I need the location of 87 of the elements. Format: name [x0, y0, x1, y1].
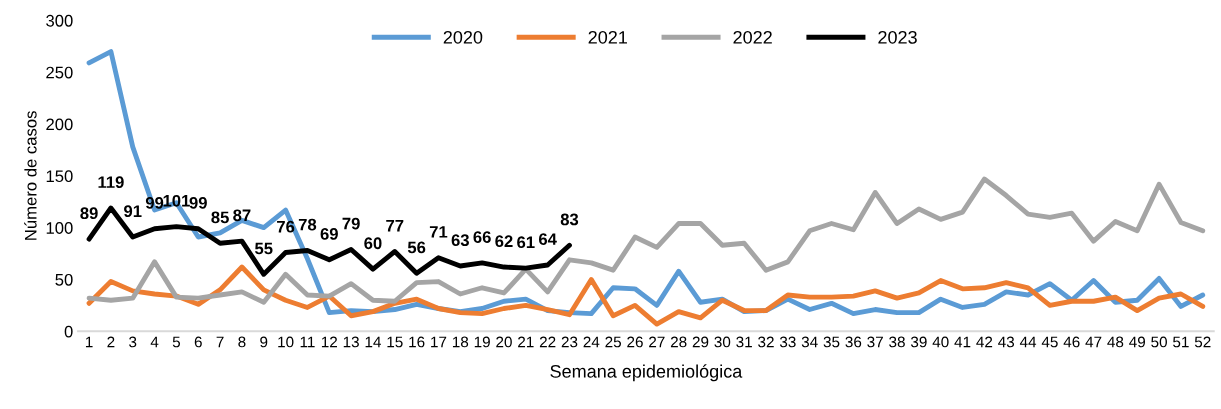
x-tick-label: 10 — [278, 336, 294, 348]
x-tick-label: 36 — [845, 336, 862, 348]
x-tick-label: 42 — [976, 336, 993, 348]
x-tick-label: 17 — [431, 336, 447, 348]
x-tick-label: 1 — [85, 336, 93, 348]
data-label: 99 — [189, 196, 207, 209]
x-tick-label: 13 — [343, 336, 359, 348]
x-tick-label: 4 — [150, 336, 159, 348]
data-label: 101 — [163, 194, 190, 207]
x-tick-label: 50 — [1151, 336, 1167, 348]
x-tick-label: 18 — [452, 336, 469, 348]
x-tick-label: 26 — [627, 336, 643, 348]
x-tick-label: 39 — [910, 336, 927, 348]
x-tick-label: 33 — [779, 336, 796, 348]
legend-label: 2023 — [878, 30, 917, 44]
data-label: 61 — [517, 236, 535, 249]
x-tick-label: 2 — [107, 336, 115, 348]
x-tick-label: 49 — [1129, 336, 1146, 348]
data-label: 77 — [386, 219, 404, 232]
data-label: 64 — [538, 233, 557, 246]
x-tick-label: 19 — [474, 336, 490, 348]
data-label: 83 — [560, 213, 579, 226]
data-label: 71 — [429, 226, 448, 238]
x-tick-label: 31 — [736, 336, 752, 348]
data-label: 91 — [124, 205, 142, 218]
x-tick-label: 48 — [1107, 336, 1124, 348]
x-tick-label: 14 — [365, 336, 381, 348]
legend-label: 2022 — [733, 30, 772, 44]
x-tick-label: 41 — [954, 336, 971, 348]
legend-label: 2021 — [588, 30, 627, 44]
x-tick-label: 16 — [409, 336, 425, 348]
data-label: 56 — [407, 241, 426, 254]
data-label: 87 — [233, 209, 251, 222]
x-tick-label: 51 — [1173, 336, 1189, 348]
x-tick-label: 8 — [238, 336, 246, 348]
x-tick-label: 12 — [321, 336, 337, 348]
y-axis-title: Número de casos — [24, 111, 37, 240]
x-tick-label: 46 — [1063, 336, 1080, 348]
x-tick-label: 3 — [129, 336, 137, 348]
y-tick-label: 100 — [46, 222, 73, 234]
x-tick-label: 9 — [260, 336, 268, 348]
x-tick-label: 40 — [932, 336, 949, 348]
x-tick-label: 15 — [387, 336, 403, 348]
x-tick-label: 22 — [539, 336, 556, 348]
x-tick-label: 6 — [194, 336, 202, 348]
x-tick-label: 45 — [1041, 336, 1058, 348]
x-tick-label: 38 — [889, 336, 905, 348]
x-tick-label: 35 — [823, 336, 840, 348]
data-label: 79 — [342, 217, 360, 230]
x-tick-label: 25 — [605, 336, 622, 348]
line-series — [86, 264, 1206, 327]
x-tick-label: 47 — [1085, 336, 1102, 348]
x-axis-title: Semana epidemiológica — [550, 364, 743, 382]
x-tick-label: 28 — [670, 336, 687, 348]
x-tick-label: 20 — [496, 336, 512, 348]
data-label: 62 — [495, 235, 513, 248]
y-tick-label: 150 — [46, 170, 73, 183]
y-tick-label: 250 — [46, 66, 73, 79]
data-label: 119 — [98, 176, 124, 189]
data-label: 69 — [320, 228, 338, 240]
x-tick-label: 37 — [867, 336, 883, 348]
data-label: 55 — [255, 242, 273, 255]
x-tick-label: 7 — [216, 336, 224, 348]
data-label: 78 — [298, 218, 317, 231]
data-label: 66 — [473, 231, 491, 243]
data-label: 60 — [364, 237, 382, 250]
x-tick-label: 11 — [300, 336, 315, 348]
y-tick-label: 50 — [55, 273, 73, 286]
y-tick-label: 200 — [46, 118, 73, 131]
x-tick-label: 23 — [561, 336, 578, 348]
x-tick-label: 32 — [758, 336, 774, 348]
x-tick-label: 44 — [1019, 336, 1037, 348]
x-tick-label: 34 — [801, 336, 818, 348]
x-tick-label: 24 — [583, 336, 600, 348]
x-tick-label: 27 — [649, 336, 665, 348]
y-tick-label: 0 — [64, 325, 73, 338]
x-tick-label: 29 — [692, 336, 709, 348]
x-tick-label: 30 — [714, 336, 731, 348]
legend-label: 2020 — [443, 30, 483, 44]
x-tick-label: 5 — [172, 336, 181, 348]
x-tick-label: 52 — [1194, 336, 1211, 348]
data-label: 63 — [451, 234, 469, 247]
data-label: 85 — [211, 211, 229, 224]
y-tick-label: 300 — [46, 14, 73, 27]
x-tick-label: 21 — [518, 336, 534, 348]
x-tick-label: 43 — [998, 336, 1015, 348]
data-label: 89 — [80, 207, 98, 220]
